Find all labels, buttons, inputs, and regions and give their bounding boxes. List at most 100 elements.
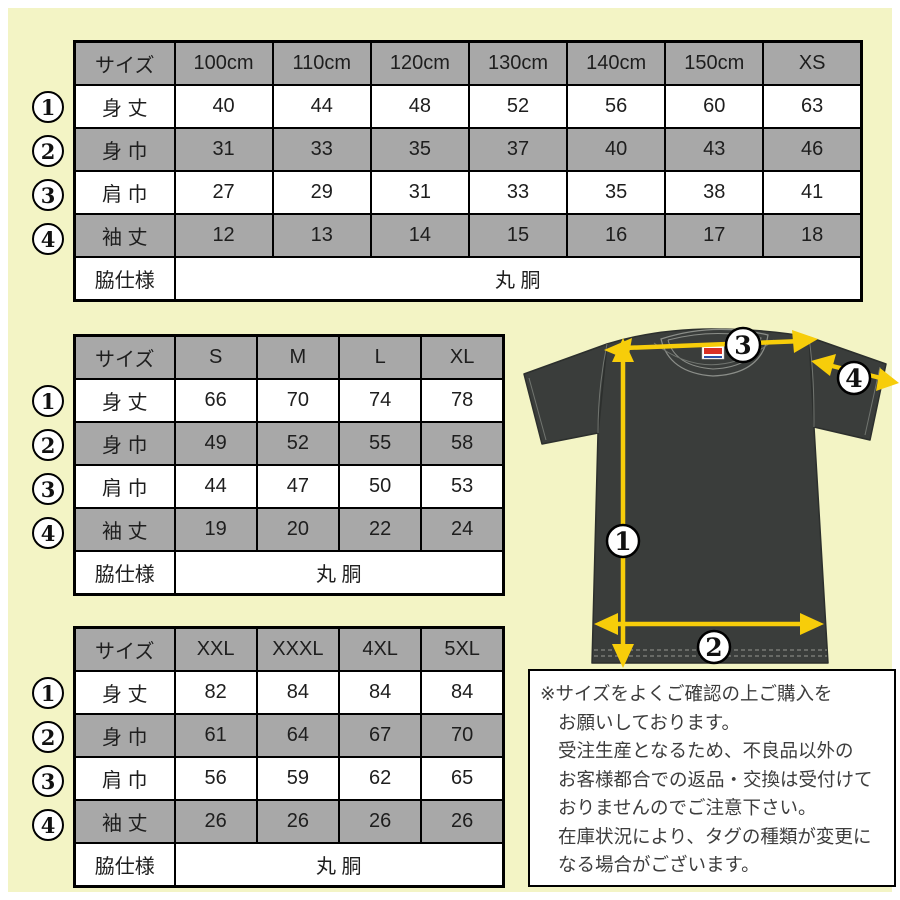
- row-marker-2: 2: [32, 429, 64, 461]
- value-cell: 26: [420, 799, 505, 844]
- footer-label: 脇仕様: [73, 842, 176, 888]
- arrowhead-down: [612, 644, 634, 668]
- arrowhead-left: [811, 354, 836, 376]
- row-marker-4: 4: [32, 223, 64, 255]
- value-cell: 59: [255, 756, 341, 801]
- row-marker-1: 1: [32, 385, 64, 417]
- size-column-header: XS: [762, 40, 863, 86]
- note-line: おりませんのでご注意下さい。: [558, 797, 817, 818]
- row-label: 身 巾: [73, 713, 176, 758]
- size-header-cell: サイズ: [73, 626, 176, 672]
- row-label: 身 丈: [73, 670, 176, 715]
- value-cell: 56: [173, 756, 258, 801]
- value-cell: 84: [255, 670, 341, 715]
- size-column-header: XXXL: [255, 626, 341, 672]
- value-cell: 58: [420, 421, 505, 466]
- footer-value: 丸 胴: [173, 550, 505, 596]
- measurement-row: 身 丈 82 84 84 84: [73, 670, 505, 715]
- value-cell: 29: [271, 170, 372, 215]
- value-cell: 24: [420, 507, 505, 552]
- diagram-label-4: 4: [845, 364, 862, 393]
- value-cell: 50: [337, 464, 423, 509]
- value-cell: 44: [271, 84, 372, 129]
- row-label: 袖 丈: [73, 213, 176, 258]
- arrowhead-up: [612, 338, 634, 362]
- value-cell: 47: [255, 464, 341, 509]
- size-column-header: 140cm: [566, 40, 667, 86]
- value-cell: 26: [255, 799, 341, 844]
- left-armhole-seam: [597, 343, 608, 434]
- diagram-label-circle-4: [836, 360, 872, 396]
- note-line: お願いしております。: [558, 711, 741, 733]
- value-cell: 14: [369, 213, 470, 258]
- value-cell: 15: [467, 213, 569, 258]
- row-marker-3: 3: [32, 473, 64, 505]
- size-table-big: サイズ XXL XXXL 4XL 5XL 身 丈 82 84 84 84 身 巾 61 64 67 70 肩 …: [73, 626, 505, 888]
- value-cell: 16: [566, 213, 667, 258]
- row-label: 身 巾: [73, 421, 176, 466]
- value-cell: 60: [664, 84, 765, 129]
- value-cell: 38: [664, 170, 765, 215]
- value-cell: 12: [173, 213, 274, 258]
- size-column-header: L: [337, 334, 423, 380]
- value-cell: 84: [420, 670, 505, 715]
- value-cell: 44: [173, 464, 258, 509]
- measurement-row: 身 巾 49 52 55 58: [73, 421, 505, 466]
- value-cell: 41: [762, 170, 863, 215]
- row-marker-4: 4: [32, 809, 64, 841]
- header-row: サイズ S M L XL: [73, 334, 505, 380]
- value-cell: 46: [762, 127, 863, 172]
- value-cell: 61: [173, 713, 258, 758]
- shirt-body: [591, 328, 829, 664]
- brand-tag: [701, 345, 725, 360]
- row-label: 肩 巾: [73, 170, 176, 215]
- value-cell: 40: [173, 84, 274, 129]
- value-cell: 31: [173, 127, 274, 172]
- value-cell: 52: [255, 421, 341, 466]
- diagram-label-circle-3: [724, 326, 762, 364]
- size-column-header: 150cm: [664, 40, 765, 86]
- row-label: 袖 丈: [73, 507, 176, 552]
- value-cell: 33: [467, 170, 569, 215]
- value-cell: 70: [420, 713, 505, 758]
- value-cell: 17: [664, 213, 765, 258]
- value-cell: 27: [173, 170, 274, 215]
- value-cell: 53: [420, 464, 505, 509]
- left-sleeve: [523, 343, 608, 445]
- measurement-row: 肩 巾 44 47 50 53: [73, 464, 505, 509]
- diagram-label-2: 2: [705, 633, 722, 662]
- size-column-header: XL: [420, 334, 505, 380]
- header-row: サイズ XXL XXXL 4XL 5XL: [73, 626, 505, 672]
- value-cell: 84: [337, 670, 423, 715]
- value-cell: 37: [467, 127, 569, 172]
- right-armhole-seam: [808, 336, 815, 428]
- value-cell: 26: [173, 799, 258, 844]
- row-marker-3: 3: [32, 179, 64, 211]
- footer-label: 脇仕様: [73, 256, 176, 302]
- value-cell: 22: [337, 507, 423, 552]
- value-cell: 31: [369, 170, 470, 215]
- footer-row: 脇仕様丸 胴: [73, 842, 505, 888]
- size-column-header: M: [255, 334, 341, 380]
- row-marker-2: 2: [32, 135, 64, 167]
- note-line: 受注生産となるため、不良品以外の: [558, 740, 854, 761]
- value-cell: 74: [337, 378, 423, 423]
- size-table-adult: サイズ S M L XL 身 丈 66 70 74 78 身 巾 49 52 55 58 肩 巾 44 47 50 5…: [73, 334, 505, 596]
- value-cell: 52: [467, 84, 569, 129]
- value-cell: 20: [255, 507, 341, 552]
- measurement-row: 身 丈 66 70 74 78: [73, 378, 505, 423]
- diagram-label-circle-1: [605, 523, 641, 559]
- value-cell: 70: [255, 378, 341, 423]
- measurement-row: 肩 巾 27 29 31 33 35 38 41: [73, 170, 863, 215]
- note-line: お客様都合での返品・交換は受付けて: [558, 768, 873, 790]
- measurement-row: 肩 巾 56 59 62 65: [73, 756, 505, 801]
- diagram-label-1: 1: [614, 527, 631, 556]
- header-row: サイズ 100cm 110cm 120cm 130cm 140cm 150cm XS: [73, 40, 863, 86]
- value-cell: 19: [173, 507, 258, 552]
- row-marker-1: 1: [32, 677, 64, 709]
- measurement-arrows: [594, 330, 899, 668]
- measurement-row: 袖 丈 12 13 14 15 16 17 18: [73, 213, 863, 258]
- footer-label: 脇仕様: [73, 550, 176, 596]
- value-cell: 78: [420, 378, 505, 423]
- size-column-header: 110cm: [271, 40, 372, 86]
